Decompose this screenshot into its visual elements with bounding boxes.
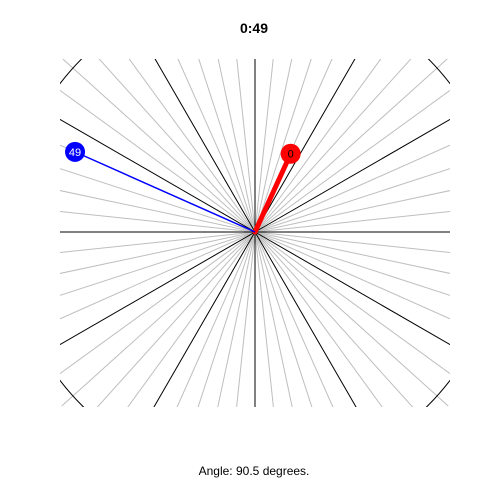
- hour-tick-line: [153, 231, 256, 407]
- hour-tick-line: [60, 231, 256, 346]
- minute-tick-line: [96, 231, 256, 407]
- minute-tick-line: [217, 59, 256, 233]
- minute-tick-line: [61, 231, 256, 407]
- minute-tick-line: [254, 231, 450, 253]
- minute-tick-line: [254, 231, 383, 407]
- minute-tick-line: [217, 231, 256, 407]
- hour-tick-line: [60, 118, 256, 233]
- minute-tick-line: [254, 231, 450, 320]
- hour-hand-knob: [280, 143, 301, 164]
- hour-tick-line: [254, 59, 356, 233]
- minute-tick-line: [254, 59, 382, 233]
- minute-tick-line: [60, 190, 256, 233]
- angle-caption-prefix: Angle:: [198, 464, 233, 478]
- minute-hand-label: 49: [69, 147, 81, 159]
- minute-tick-line: [254, 168, 450, 233]
- minute-tick-line: [177, 59, 256, 233]
- hour-tick-line: [254, 231, 357, 407]
- minute-tick-line: [236, 231, 256, 407]
- minute-tick-line: [254, 59, 448, 233]
- hour-tick-line: [154, 59, 256, 233]
- angle-caption-suffix: degrees.: [262, 464, 310, 478]
- minute-tick-line: [254, 231, 450, 375]
- minute-hand-knob: [65, 141, 86, 162]
- minute-tick-line: [128, 59, 256, 233]
- hour-hand-label: 0: [288, 149, 294, 161]
- clock-time-title: 0:49: [239, 20, 269, 36]
- angle-caption: Angle: 90.5 degrees.: [0, 464, 480, 478]
- minute-tick-line: [254, 231, 450, 296]
- clock-rim: [60, 59, 450, 407]
- minute-tick-line: [254, 59, 274, 233]
- minute-tick-line: [254, 231, 274, 407]
- minute-tick-line: [254, 231, 450, 274]
- minute-tick-line: [254, 211, 450, 233]
- minute-tick-line: [60, 231, 256, 274]
- minute-tick-line: [254, 231, 414, 407]
- minute-tick-line: [60, 89, 256, 233]
- minute-tick-line: [254, 89, 450, 233]
- minute-tick-line: [98, 59, 256, 233]
- minute-tick-line: [60, 231, 256, 296]
- minute-tick-line: [254, 190, 450, 233]
- hour-hand: [252, 151, 294, 235]
- minute-tick-line: [62, 59, 256, 233]
- minute-tick-line: [254, 231, 449, 407]
- minute-tick-line: [197, 231, 256, 407]
- minute-tick-line: [176, 231, 256, 407]
- minute-tick-line: [60, 231, 256, 375]
- angle-value: 90.5: [235, 464, 260, 478]
- minute-tick-line: [236, 59, 256, 233]
- minute-tick-line: [60, 168, 256, 233]
- minute-tick-line: [198, 59, 256, 233]
- minute-tick-line: [254, 231, 334, 407]
- minute-tick-line: [254, 231, 293, 407]
- minute-tick-line: [127, 231, 256, 407]
- hour-tick-line: [254, 118, 450, 233]
- hour-tick-line: [254, 231, 450, 346]
- minute-tick-line: [254, 144, 450, 233]
- minute-tick-line: [254, 59, 293, 233]
- minute-tick-line: [60, 211, 256, 233]
- minute-tick-line: [60, 231, 256, 253]
- minute-tick-line: [60, 231, 256, 320]
- minute-tick-line: [254, 59, 412, 233]
- minute-tick-line: [254, 231, 313, 407]
- minute-tick-line: [254, 59, 312, 233]
- minute-hand: [74, 151, 256, 233]
